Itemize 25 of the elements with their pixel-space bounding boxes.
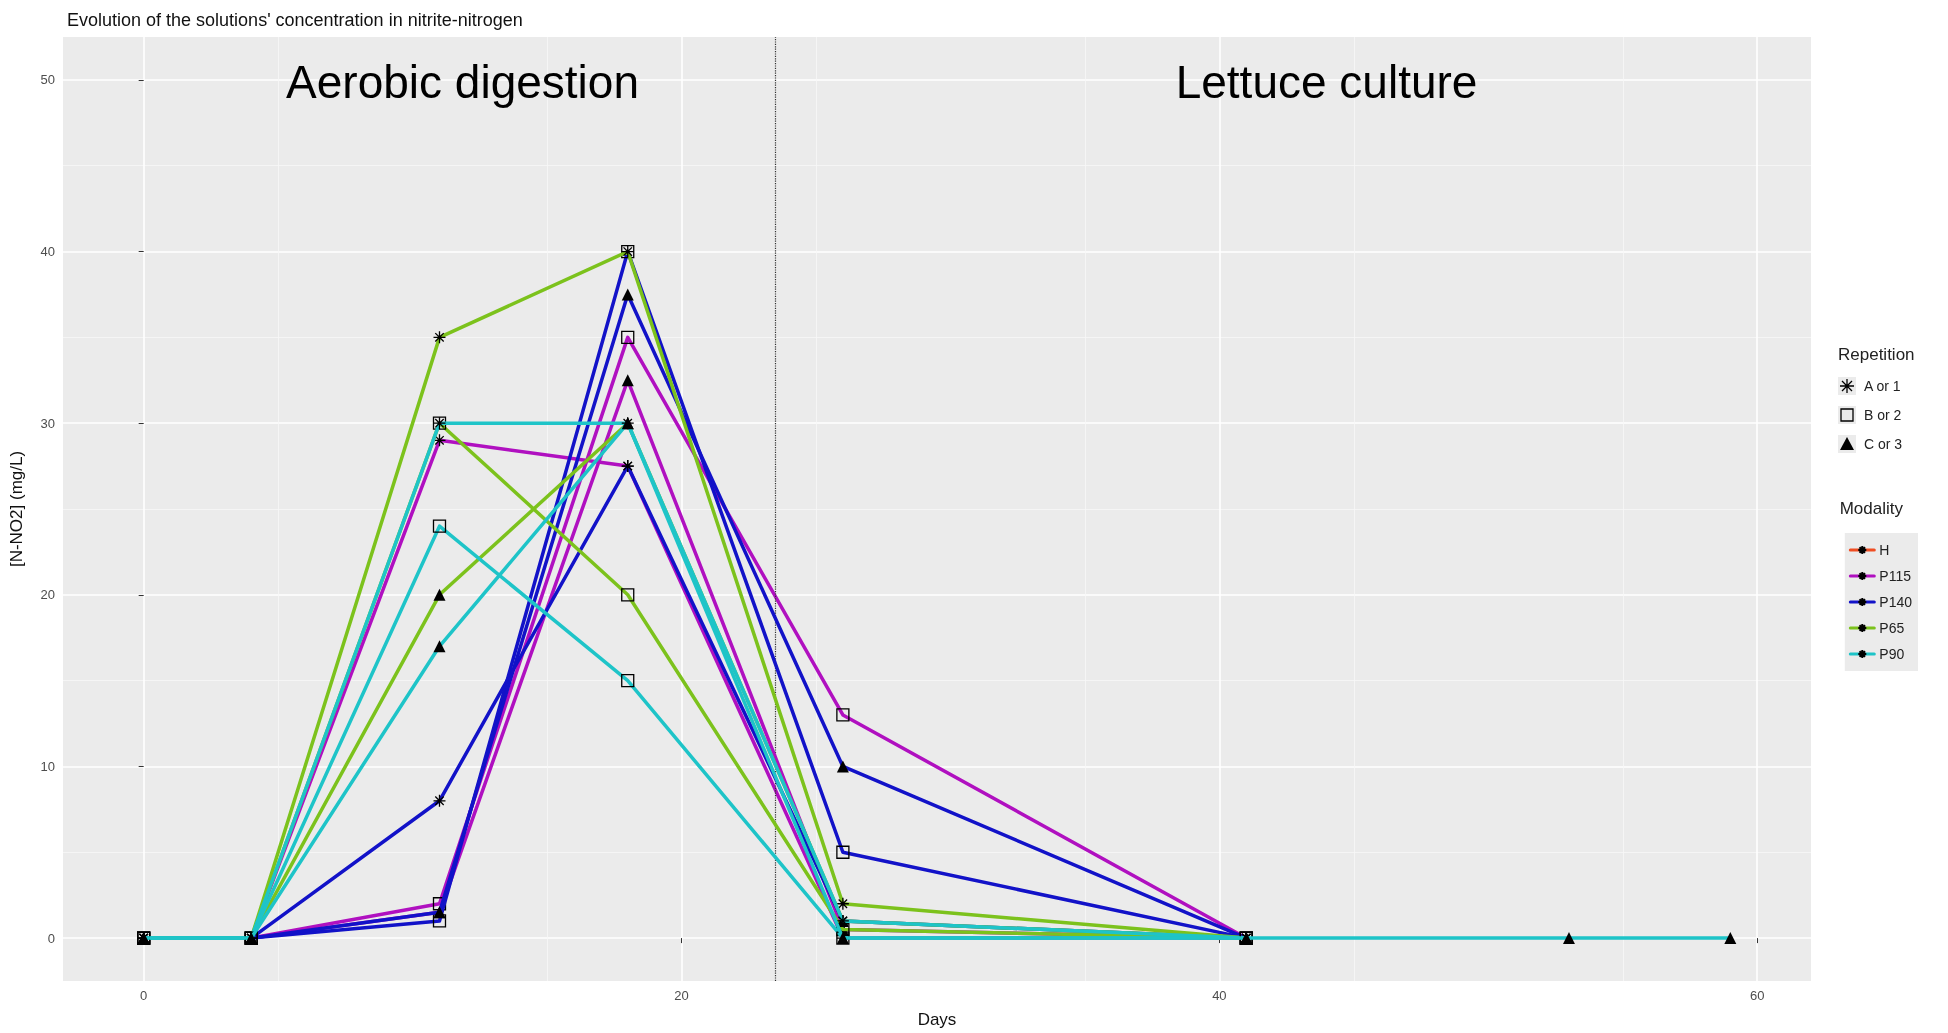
text: B or 2 xyxy=(1864,406,1902,423)
legend-label: H xyxy=(1879,542,1890,558)
chart-title: Evolution of the solutions' concentration in nitrite-nitrogen xyxy=(67,10,523,30)
legend-label: P140 xyxy=(1879,594,1913,610)
legend-label: P65 xyxy=(1879,620,1905,636)
x-tick-label: 60 xyxy=(1749,988,1765,1003)
annotation: Aerobic digestion xyxy=(286,56,639,108)
y-tick-label: 40 xyxy=(40,244,55,260)
y-tick-label: 50 xyxy=(40,72,55,88)
x-tick-label: 20 xyxy=(674,988,689,1003)
legend-label: P90 xyxy=(1879,646,1905,662)
y-tick-label: 20 xyxy=(40,587,55,603)
y-tick-label: 10 xyxy=(40,758,55,774)
x-tick-label: 0 xyxy=(140,988,148,1003)
y-tick-label: 0 xyxy=(47,930,55,946)
text: C or 3 xyxy=(1864,435,1903,452)
annotation: Lettuce culture xyxy=(1175,56,1478,108)
text: Repetition xyxy=(1838,345,1915,365)
x-axis-title: Days xyxy=(917,1010,957,1029)
legend-title: Modality xyxy=(1839,499,1904,518)
text: A or 1 xyxy=(1864,377,1901,394)
y-axis-title: [N-NO2] (mg/L) xyxy=(7,450,26,568)
legend-label: P115 xyxy=(1879,568,1912,584)
x-tick-label: 40 xyxy=(1212,988,1227,1003)
y-tick-label: 30 xyxy=(40,415,55,431)
